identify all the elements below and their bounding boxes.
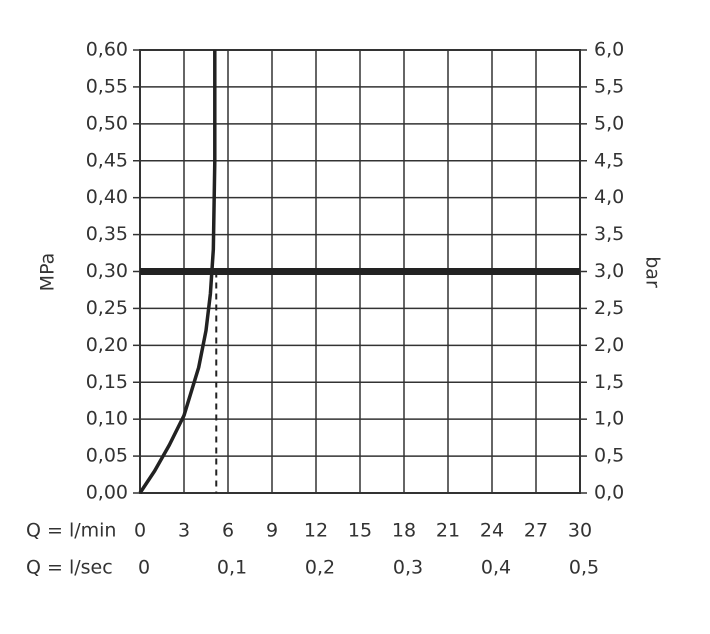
x-tick-label: 27	[524, 520, 548, 542]
y-tick-label: 0,20	[86, 334, 128, 356]
y-tick-label: 0,60	[86, 39, 128, 61]
y2-tick-label: 4,0	[594, 186, 624, 208]
y2-tick-label: 4,5	[594, 149, 624, 171]
y-tick-label: 0,30	[86, 260, 128, 282]
y-tick-label: 0,00	[86, 482, 128, 504]
y-tick-label: 0,55	[86, 75, 128, 97]
y-tick-label: 0,25	[86, 297, 128, 319]
y2-tick-label: 2,5	[594, 297, 624, 319]
y2-tick-label: 0,5	[594, 445, 624, 467]
y2-tick-label: 1,5	[594, 371, 624, 393]
y-tick-label: 0,40	[86, 186, 128, 208]
y2-tick-label: 6,0	[594, 39, 624, 61]
y2-tick-label: 3,0	[594, 260, 624, 282]
y2-tick-label: 1,0	[594, 408, 624, 430]
x-tick-label: 6	[222, 520, 234, 542]
y2-tick-label: 2,0	[594, 334, 624, 356]
y-tick-label: 0,05	[86, 445, 128, 467]
y-tick-label: 0,35	[86, 223, 128, 245]
curve	[138, 50, 217, 494]
x2-tick-label: 0,3	[393, 557, 423, 579]
x-tick-label: 30	[568, 520, 592, 542]
x2-tick-label: 0,2	[305, 557, 335, 579]
x-tick-label: 15	[348, 520, 372, 542]
y2-axis-label: bar	[642, 256, 664, 288]
x2-tick-label: 0	[138, 557, 150, 579]
x2-tick-label: 0,1	[217, 557, 247, 579]
y2-tick-label: 5,0	[594, 112, 624, 134]
x-tick-label: 0	[134, 520, 146, 542]
y-tick-label: 0,50	[86, 112, 128, 134]
x-tick-label: 21	[436, 520, 460, 542]
x-axis-label: Q = l/min	[26, 520, 116, 542]
x2-tick-label: 0,4	[481, 557, 511, 579]
y2-tick-label: 5,5	[594, 75, 624, 97]
y-tick-label: 0,10	[86, 408, 128, 430]
x-tick-label: 24	[480, 520, 504, 542]
y2-tick-label: 3,5	[594, 223, 624, 245]
y-tick-label: 0,45	[86, 149, 128, 171]
y2-tick-label: 0,0	[594, 482, 624, 504]
x-tick-label: 9	[266, 520, 278, 542]
x-tick-label: 12	[304, 520, 328, 542]
x2-axis-label: Q = l/sec	[26, 557, 113, 579]
x-tick-label: 18	[392, 520, 416, 542]
x-tick-label: 3	[178, 520, 190, 542]
y-axis-label: MPa	[37, 253, 59, 292]
x2-tick-label: 0,5	[569, 557, 599, 579]
y-tick-label: 0,15	[86, 371, 128, 393]
